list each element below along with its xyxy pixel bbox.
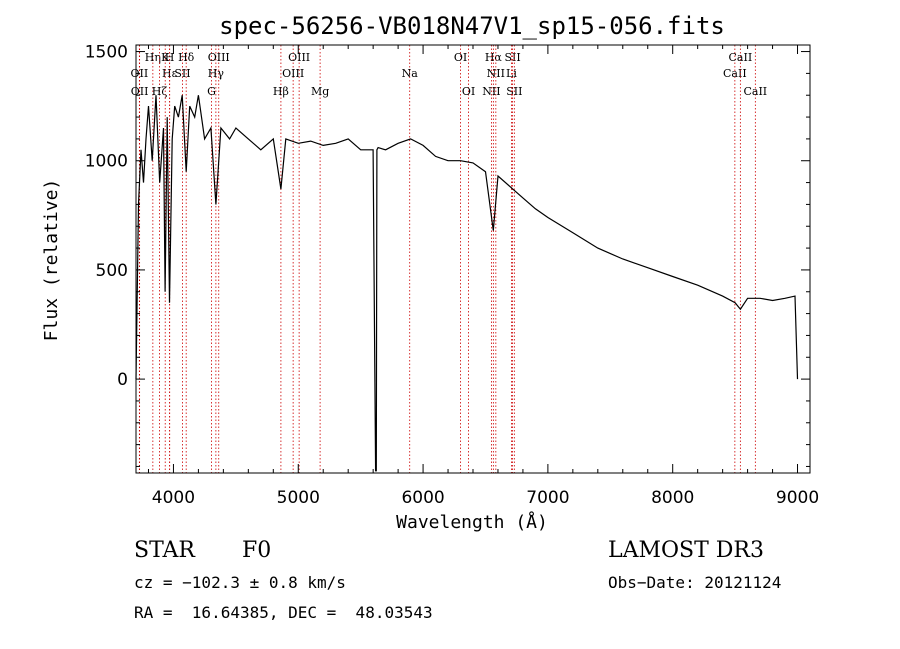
x-tick-label: 6000 [401, 488, 444, 508]
marker-label: H [165, 51, 175, 64]
x-tick-label: 5000 [277, 488, 320, 508]
y-tick-label: 500 [96, 261, 128, 281]
marker-label: K [161, 51, 170, 64]
marker-label: Na [402, 67, 419, 80]
marker-label: OI [454, 51, 467, 64]
x-axis: 4000 5000 6000 7000 8000 9000 [147, 45, 819, 508]
marker-label: OIII [208, 51, 230, 64]
marker-label: CaII [729, 51, 753, 64]
spectral-subclass: F0 [242, 538, 272, 563]
y-tick-label: 1000 [85, 152, 128, 172]
marker-label: Li [506, 67, 517, 80]
x-axis-label: Wavelength (Å) [396, 511, 548, 533]
marker-label: OI [462, 85, 475, 98]
marker-label: Hβ [273, 85, 289, 98]
x-tick-label: 7000 [526, 488, 569, 508]
sky-coordinates: RA = 16.64385, DEC = 48.03543 [134, 603, 433, 622]
marker-label: CaII [743, 85, 767, 98]
y-axis-label: Flux (relative) [41, 179, 62, 342]
marker-label: Hα [485, 51, 503, 64]
marker-label: OIII [288, 51, 310, 64]
marker-label: Hγ [208, 67, 225, 80]
chart-title: spec-56256-VB018N47V1_sp15-056.fits [219, 12, 725, 40]
marker-label: G [207, 85, 216, 98]
marker-label: OII [131, 85, 149, 98]
marker-label: CaII [723, 67, 747, 80]
survey-name: LAMOST DR3 [608, 538, 764, 563]
redshift-value: cz = −102.3 ± 0.8 km/s [134, 573, 346, 592]
y-tick-label: 1500 [85, 43, 128, 63]
object-class: STAR [134, 538, 195, 563]
marker-label: SII [506, 85, 522, 98]
marker-label: Hδ [178, 51, 195, 64]
observation-date: Obs−Date: 20121124 [608, 573, 782, 592]
marker-label: OIII [282, 67, 304, 80]
marker-label: SII [504, 51, 520, 64]
x-tick-label: 4000 [152, 488, 195, 508]
marker-label: NII [487, 67, 505, 80]
plot-frame [135, 44, 811, 474]
y-axis: 0 500 1000 1500 [85, 43, 810, 467]
marker-label: NII [482, 85, 500, 98]
spectrum-line [135, 95, 799, 472]
y-tick-label: 0 [117, 370, 128, 390]
marker-label: Hη [145, 51, 161, 64]
marker-label: SII [174, 67, 190, 80]
marker-label: Mg [311, 85, 329, 98]
x-tick-label: 8000 [651, 488, 694, 508]
marker-label: Hζ [152, 85, 168, 98]
x-tick-label: 9000 [776, 488, 819, 508]
